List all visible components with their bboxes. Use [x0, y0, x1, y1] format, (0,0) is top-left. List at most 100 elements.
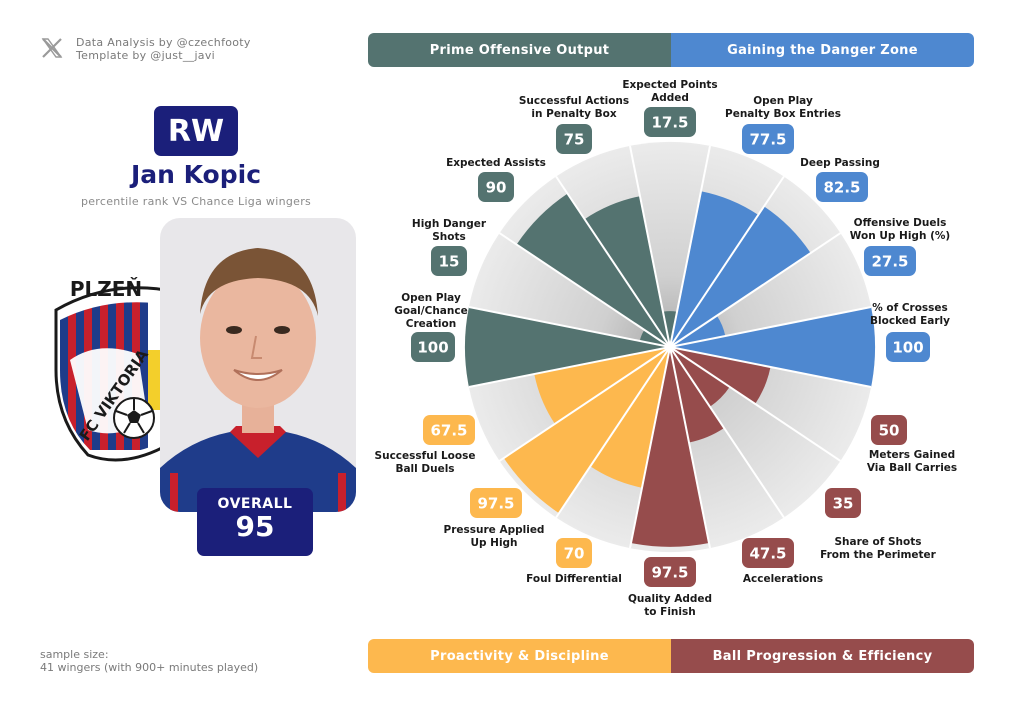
radar-bar: [670, 307, 876, 387]
metric-label-line: % of Crosses: [872, 302, 948, 314]
metric-label-line: Accelerations: [743, 573, 823, 585]
value-badge: [478, 172, 514, 202]
value-label: 77.5: [749, 131, 786, 149]
overall-score-box: OVERALL 95: [197, 488, 313, 556]
x-logo-icon[interactable]: [40, 36, 64, 60]
crest-text-plzen: PLZEŇ: [70, 277, 142, 301]
metric-label: Expected Assists: [446, 157, 546, 169]
radar-separator: [498, 232, 671, 348]
metric-label-line: Shots: [432, 231, 466, 243]
value-label: 50: [879, 422, 900, 440]
metric-label-line: Open Play: [401, 292, 461, 304]
metric-label: Successful Loose Ball Duels: [375, 450, 476, 475]
metric-label-line: Successful Loose: [375, 450, 476, 462]
value-label: 35: [833, 495, 854, 513]
metric-label-line: Goal/Chance: [394, 305, 467, 317]
metric-label: Offensive Duels Won Up High (%): [850, 217, 950, 242]
credits: Data Analysis by @czechfooty Template by…: [40, 36, 251, 62]
metric-label: Foul Differential: [526, 573, 622, 585]
radar-separator: [669, 306, 872, 348]
value-label: 97.5: [651, 564, 688, 582]
section-header-prime-offensive-output: Prime Offensive Output: [368, 33, 671, 67]
radar-separator: [555, 175, 671, 348]
metric-label-line: Foul Differential: [526, 573, 622, 585]
radar-bar: [631, 347, 709, 547]
metric-label-line: Meters Gained: [869, 449, 955, 461]
metric-label-line: Expected Points: [622, 79, 717, 91]
credit-analysis: Data Analysis by @czechfooty: [76, 36, 251, 49]
radar-separator: [629, 145, 671, 348]
radar-bar: [670, 347, 730, 407]
radar-bar: [663, 311, 677, 347]
metric-label-line: Offensive Duels: [854, 217, 947, 229]
sample-size-note: sample size: 41 wingers (with 900+ minut…: [40, 648, 258, 674]
section-header-proactivity-discipline: Proactivity & Discipline: [368, 639, 671, 673]
metric-label-line: High Danger: [412, 218, 487, 230]
radar-bar: [670, 347, 725, 443]
radar-bar: [534, 347, 670, 424]
radar-separator: [555, 346, 671, 519]
value-badge: [871, 415, 907, 445]
value-badge: [864, 246, 916, 276]
value-badge: [644, 107, 696, 137]
value-label: 15: [439, 253, 460, 271]
metric-label: Open Play Penalty Box Entries: [725, 95, 841, 120]
radar-bar: [516, 193, 670, 347]
value-badge: [825, 488, 861, 518]
metric-label-line: Pressure Applied: [444, 524, 545, 536]
metric-label-line: Share of Shots: [834, 536, 921, 548]
position-badge: RW: [154, 106, 238, 156]
metric-label: Share of Shots From the Perimeter: [820, 536, 937, 561]
value-label: 27.5: [871, 253, 908, 271]
value-label: 67.5: [430, 422, 467, 440]
value-label: 70: [564, 545, 585, 563]
value-label: 97.5: [477, 495, 514, 513]
section-header-gaining-danger-zone: Gaining the Danger Zone: [671, 33, 974, 67]
radar-bar: [670, 206, 811, 347]
metric-label: Deep Passing: [800, 157, 880, 169]
radar-bar: [670, 315, 726, 347]
radar-separator: [468, 346, 671, 388]
radar-separator: [669, 145, 711, 348]
value-label: 100: [892, 339, 923, 357]
metric-label-line: Via Ball Carries: [867, 462, 957, 474]
radar-separator: [498, 346, 671, 462]
value-badge: [742, 538, 794, 568]
radar-bar: [670, 347, 771, 404]
metric-label: Pressure Applied Up High: [444, 524, 545, 549]
metric-label: Successful Actions in Penalty Box: [519, 95, 629, 120]
radar-separator: [669, 346, 711, 549]
sample-size-title: sample size:: [40, 648, 109, 661]
metric-label: Meters Gained Via Ball Carries: [867, 449, 957, 474]
metric-label: % of Crosses Blocked Early: [870, 302, 950, 327]
value-badge: [423, 415, 475, 445]
chart-subtitle: percentile rank VS Chance Liga wingers: [80, 195, 312, 208]
radar-bar: [590, 347, 670, 488]
credit-template: Template by @just__javi: [76, 49, 216, 62]
value-label: 75: [564, 131, 585, 149]
metric-label-line: Expected Assists: [446, 157, 546, 169]
player-name: Jan Kopic: [130, 160, 262, 189]
metric-label-line: From the Perimeter: [820, 549, 937, 561]
radar-bar: [503, 347, 670, 514]
radar-background-wedge: [670, 233, 872, 347]
metric-label-line: Blocked Early: [870, 315, 950, 327]
overall-label: OVERALL: [217, 496, 293, 512]
metric-label: Quality Added to Finish: [628, 593, 712, 618]
metric-label: Expected Points Added: [622, 79, 717, 104]
radar-bar: [464, 307, 670, 387]
metric-label: Open Play Goal/Chance Creation: [394, 292, 467, 330]
metric-label-line: in Penalty Box: [531, 108, 616, 120]
value-label: 17.5: [651, 114, 688, 132]
section-header-ball-progression-efficiency: Ball Progression & Efficiency: [671, 639, 974, 673]
metric-label-line: Successful Actions: [519, 95, 629, 107]
radar-background-wedge: [468, 233, 670, 347]
value-badge: [470, 488, 522, 518]
metric-label-line: Penalty Box Entries: [725, 108, 841, 120]
value-badge: [431, 246, 467, 276]
metric-label-line: Up High: [470, 537, 517, 549]
value-label: 90: [486, 179, 507, 197]
metric-label-line: Deep Passing: [800, 157, 880, 169]
value-label: 82.5: [823, 179, 860, 197]
